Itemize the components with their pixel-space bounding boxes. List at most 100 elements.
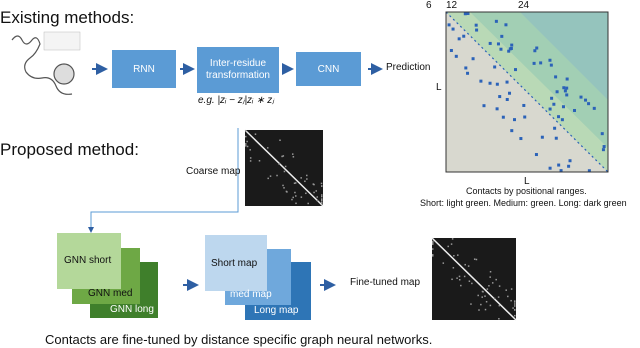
matrix-dot [320, 182, 323, 185]
matrices [244, 129, 517, 321]
contact-dot [554, 136, 558, 140]
matrix-dot [278, 163, 280, 165]
contact-dot [565, 86, 569, 90]
contact-dot [507, 49, 511, 53]
contact-dot [557, 163, 561, 167]
matrix-dot [291, 198, 293, 201]
contact-dot [501, 115, 505, 119]
matrix-dot [514, 301, 516, 303]
contact-dot [508, 47, 512, 51]
matrix-dot [460, 284, 462, 287]
matrix-dot [451, 238, 454, 240]
matrix-dot [294, 182, 297, 184]
contact-dot [482, 104, 486, 108]
matrix-diagonal [244, 129, 324, 207]
contact-dot [579, 95, 583, 99]
matrix-dot [313, 191, 315, 194]
matrix-dot [245, 135, 247, 138]
matrix-dot [491, 282, 494, 284]
matrix-diagonal [431, 237, 517, 321]
contact-dot [573, 108, 577, 112]
matrix-dot [294, 191, 296, 194]
matrix-dot [281, 155, 283, 158]
contact-dot [562, 86, 566, 90]
contact-dot [454, 54, 458, 58]
matrix-dot [282, 184, 284, 187]
matrix-dot [467, 265, 470, 267]
contact-dot [565, 77, 569, 81]
matrix-dot [498, 304, 501, 307]
contact-dot [508, 91, 512, 95]
matrix-dot [293, 182, 296, 184]
matrix-dot [514, 300, 516, 302]
contact-dot [474, 23, 478, 27]
matrix-dot [484, 308, 487, 311]
matrix-dot [267, 177, 269, 180]
matrix-dot [464, 263, 466, 266]
map-caption: Contacts by positional ranges. [466, 186, 587, 196]
matrix-dot [432, 242, 434, 245]
gnn-label: GNN short [64, 255, 112, 266]
matrix-dot [489, 276, 491, 278]
matrix-dot [452, 267, 455, 269]
matrix-dot [481, 290, 484, 293]
cnn-box: CNN [296, 52, 361, 86]
prediction-label: Prediction [386, 62, 431, 73]
contact-dot [584, 98, 588, 102]
matrix-dot [510, 299, 512, 302]
matrix-dot [458, 275, 461, 278]
contact-dot [514, 68, 518, 72]
map-label: med map [230, 289, 272, 300]
contact-dot [466, 12, 470, 16]
matrix-dot [514, 308, 516, 311]
contact-dot [540, 135, 544, 139]
matrix-dot [480, 303, 482, 306]
matrix-dot [306, 178, 308, 180]
matrix-dot [432, 240, 434, 243]
formula: e.g. |zᵢ − zⱼ|zᵢ ∗ zⱼ [198, 95, 274, 106]
matrix-dot [321, 201, 323, 203]
matrix-dot [478, 309, 480, 311]
matrix-dot [485, 300, 488, 303]
matrix-dot [451, 278, 453, 281]
matrix-dot [321, 185, 323, 187]
matrix-dot [457, 254, 459, 256]
matrix-dot [304, 180, 306, 183]
contact-dot [539, 61, 543, 65]
contact-dot [602, 145, 606, 149]
contact-dot [496, 42, 500, 46]
matrix-dot [471, 282, 473, 285]
matrix-dot [249, 157, 252, 159]
contact-dot [549, 63, 553, 67]
coarse-label: Coarse map [186, 166, 241, 177]
matrix-dot [507, 295, 509, 298]
contact-dot [447, 23, 451, 27]
contact-dot [513, 118, 517, 122]
contact-dot [553, 126, 557, 130]
matrix-dot [245, 130, 247, 132]
contact-dot [488, 81, 492, 85]
contact-dot [505, 97, 509, 101]
contact-dot [601, 148, 605, 152]
contact-dot [548, 166, 552, 170]
contact-dot [510, 43, 514, 47]
contact-dot [554, 75, 558, 79]
matrix-dot [286, 191, 288, 193]
contact-dot [464, 66, 468, 70]
matrix-dot [266, 147, 269, 149]
matrix-dot [514, 305, 516, 307]
matrix-dot [481, 296, 483, 298]
contact-dot [629, 151, 632, 154]
matrix-dot [306, 174, 308, 177]
contact-dot [510, 129, 514, 133]
matrix-dot [292, 156, 295, 158]
matrix-dot [484, 295, 486, 297]
connector [88, 128, 239, 233]
contact-dot [522, 103, 526, 107]
matrix-dot [279, 139, 281, 142]
contact-dot [567, 164, 571, 168]
matrix-dot [254, 133, 257, 135]
matrix-dot [249, 160, 252, 162]
matrix-dot [463, 275, 466, 278]
